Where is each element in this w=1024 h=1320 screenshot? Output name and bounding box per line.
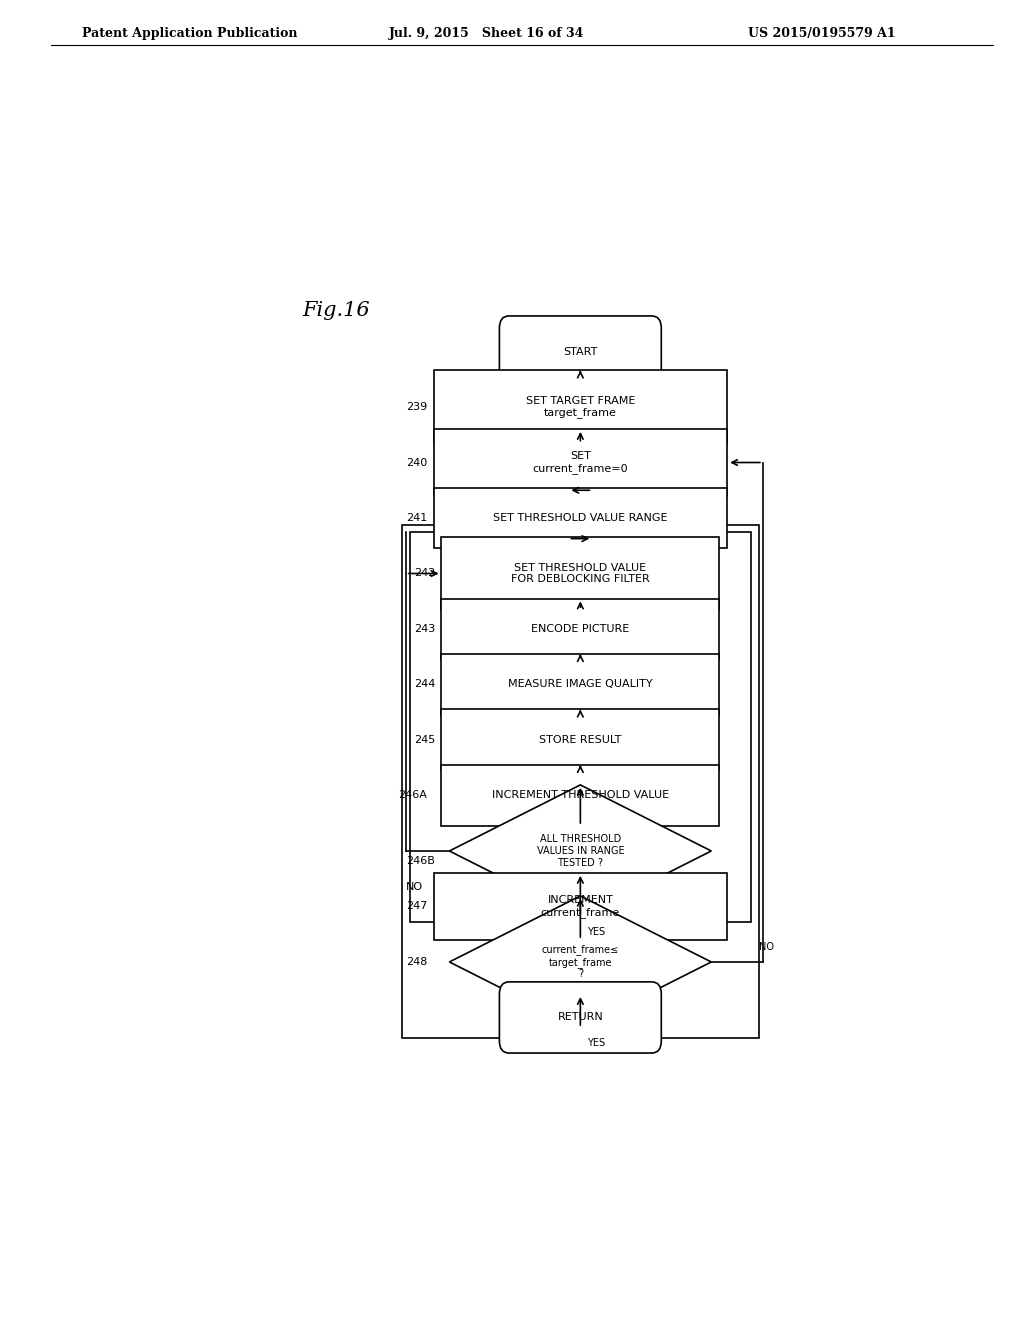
Text: NO: NO (759, 941, 774, 952)
Text: SET THRESHOLD VALUE RANGE: SET THRESHOLD VALUE RANGE (494, 513, 668, 523)
FancyBboxPatch shape (500, 982, 662, 1053)
Text: 240: 240 (406, 458, 427, 467)
Text: Patent Application Publication: Patent Application Publication (82, 26, 297, 40)
Text: SET TARGET FRAME
target_frame: SET TARGET FRAME target_frame (525, 396, 635, 418)
FancyBboxPatch shape (500, 315, 662, 387)
Polygon shape (450, 896, 712, 1028)
Bar (401, 525, 759, 1039)
Text: US 2015/0195579 A1: US 2015/0195579 A1 (748, 26, 895, 40)
Bar (410, 532, 751, 923)
Text: 239: 239 (406, 403, 427, 412)
Text: Jul. 9, 2015   Sheet 16 of 34: Jul. 9, 2015 Sheet 16 of 34 (389, 26, 585, 40)
Bar (441, 537, 719, 610)
Text: STORE RESULT: STORE RESULT (540, 735, 622, 744)
Text: 246B: 246B (406, 857, 434, 866)
Text: 243: 243 (414, 624, 435, 634)
Text: ALL THRESHOLD
VALUES IN RANGE
TESTED ?: ALL THRESHOLD VALUES IN RANGE TESTED ? (537, 834, 625, 867)
Text: 245: 245 (414, 735, 435, 744)
Bar (433, 873, 727, 940)
Text: SET
current_frame=0: SET current_frame=0 (532, 451, 628, 474)
Text: ENCODE PICTURE: ENCODE PICTURE (531, 624, 630, 634)
Text: 246A: 246A (397, 791, 427, 800)
Text: SET THRESHOLD VALUE
FOR DEBLOCKING FILTER: SET THRESHOLD VALUE FOR DEBLOCKING FILTE… (511, 562, 649, 585)
Text: RETURN: RETURN (557, 1012, 603, 1023)
Bar (441, 709, 719, 771)
Text: MEASURE IMAGE QUALITY: MEASURE IMAGE QUALITY (508, 680, 652, 689)
Text: YES: YES (587, 1039, 605, 1048)
Text: 244: 244 (414, 680, 435, 689)
Text: current_frame≤
target_frame
?: current_frame≤ target_frame ? (542, 944, 618, 979)
Bar (441, 653, 719, 715)
Text: 248: 248 (406, 957, 427, 968)
Text: NO: NO (406, 882, 423, 891)
Text: 247: 247 (406, 902, 427, 912)
Text: START: START (563, 347, 598, 356)
Polygon shape (450, 785, 712, 917)
Text: 242: 242 (414, 569, 435, 578)
Text: Fig.16: Fig.16 (303, 301, 371, 321)
Bar (441, 766, 719, 826)
Bar (433, 487, 727, 549)
Text: 241: 241 (406, 513, 427, 523)
Text: INCREMENT THRESHOLD VALUE: INCREMENT THRESHOLD VALUE (492, 791, 669, 800)
Bar (433, 371, 727, 444)
Text: YES: YES (587, 927, 605, 937)
Bar (433, 429, 727, 496)
Bar (441, 598, 719, 660)
Text: INCREMENT
current_frame: INCREMENT current_frame (541, 895, 620, 917)
